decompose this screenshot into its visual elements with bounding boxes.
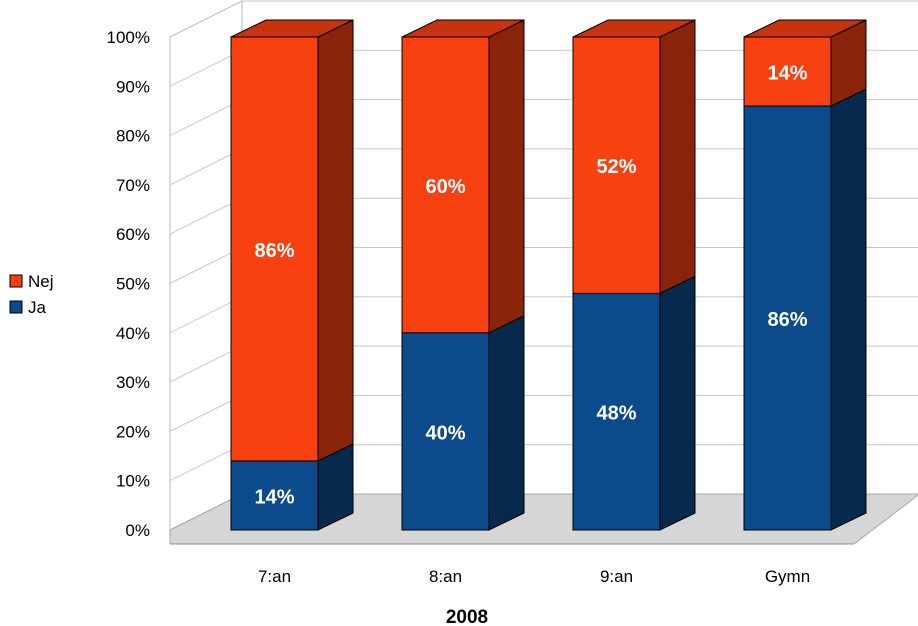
y-tick-label: 80% <box>116 127 150 146</box>
gridline-side <box>169 247 243 284</box>
data-label: 40% <box>425 422 465 444</box>
bar-ja-3 <box>743 105 832 531</box>
gridline-side <box>169 345 243 383</box>
gridline-side <box>169 99 243 137</box>
bar-top-0 <box>230 19 354 38</box>
floor <box>169 493 918 545</box>
data-label: 14% <box>767 63 807 85</box>
y-tick-label: 40% <box>116 324 150 343</box>
bar-top-3 <box>743 19 867 38</box>
bar-side-ja-3 <box>830 88 867 531</box>
data-label: 86% <box>254 240 294 262</box>
data-label: 86% <box>767 309 807 331</box>
gridline-side <box>169 148 243 186</box>
x-category-label: Gymn <box>765 567 810 586</box>
bar-side-ja-1 <box>488 315 525 531</box>
data-label: 14% <box>254 486 294 508</box>
legend-label-ja: Ja <box>28 298 47 317</box>
bar-top-2 <box>572 19 696 38</box>
gridline-side <box>169 197 243 235</box>
data-label: 48% <box>596 403 636 425</box>
legend-label-nej: Nej <box>28 272 54 291</box>
x-category-label: 9:an <box>600 567 633 586</box>
data-label: 52% <box>596 156 636 178</box>
data-label: 60% <box>425 176 465 198</box>
bar-nej-2 <box>572 36 661 294</box>
gridline-side <box>169 444 243 482</box>
bar-nej-1 <box>401 36 490 334</box>
bar-ja-0 <box>230 460 319 531</box>
y-tick-label: 100% <box>107 28 150 47</box>
x-category-label: 8:an <box>429 567 462 586</box>
y-tick-label: 30% <box>116 373 150 392</box>
y-tick-label: 60% <box>116 225 150 244</box>
bar-side-nej-2 <box>659 19 696 295</box>
x-axis-title: 2008 <box>446 607 488 626</box>
y-tick-label: 10% <box>116 472 150 491</box>
bar-nej-3 <box>743 36 832 107</box>
bar-side-nej-1 <box>488 19 525 334</box>
y-tick-label: 70% <box>116 176 150 195</box>
y-tick-label: 90% <box>116 77 150 96</box>
bar-ja-2 <box>572 292 661 531</box>
bar-side-ja-2 <box>659 275 696 531</box>
y-tick-label: 0% <box>125 521 150 540</box>
legend-swatch-ja <box>9 300 23 314</box>
gridline-side <box>169 296 243 334</box>
legend-swatch-nej <box>9 274 23 288</box>
bar-top-1 <box>401 19 525 38</box>
bar-side-nej-0 <box>317 19 354 462</box>
x-category-label: 7:an <box>258 567 291 586</box>
gridline-side <box>169 49 243 87</box>
y-tick-label: 50% <box>116 275 150 294</box>
gridline-side <box>169 394 243 432</box>
gridline-side <box>169 0 243 38</box>
bar-nej-0 <box>230 36 319 462</box>
y-tick-label: 20% <box>116 422 150 441</box>
